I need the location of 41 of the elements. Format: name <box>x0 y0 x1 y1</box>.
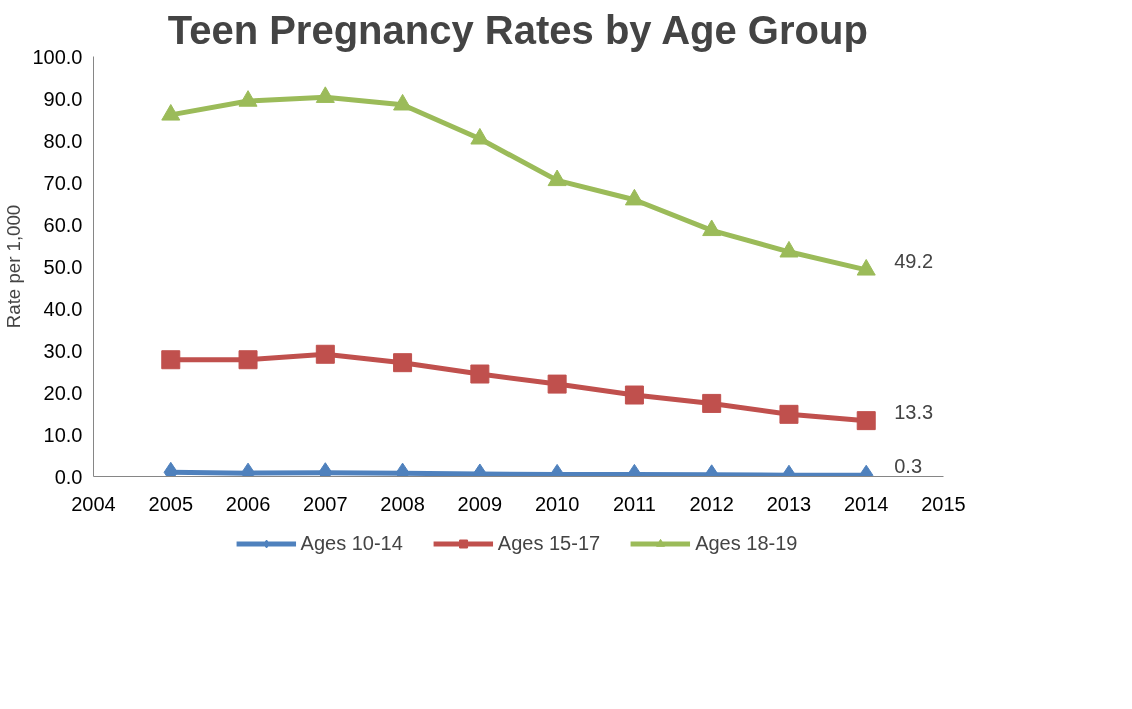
legend-label: Ages 10-14 <box>300 531 403 555</box>
x-tick-label: 2012 <box>689 492 734 515</box>
chart-title: Teen Pregnancy Rates by Age Group <box>167 7 868 52</box>
y-tick-label: 50.0 <box>43 255 83 278</box>
data-label: 49.2 <box>894 249 934 272</box>
x-tick-label: 2007 <box>303 492 348 515</box>
x-tick-label: 2010 <box>534 492 580 515</box>
y-tick-label: 90.0 <box>43 87 83 110</box>
legend-label: Ages 15-17 <box>497 531 601 555</box>
data-label: 13.3 <box>894 400 934 423</box>
x-tick-label: 2013 <box>766 492 812 515</box>
y-tick-label: 70.0 <box>43 171 83 194</box>
point <box>393 93 413 111</box>
x-tick-label: 2014 <box>843 492 889 515</box>
point <box>470 127 490 145</box>
legend-label: Ages 18-19 <box>695 531 798 555</box>
point <box>856 258 876 276</box>
x-tick-label: 2008 <box>380 492 425 515</box>
point <box>238 90 258 107</box>
point <box>547 169 567 187</box>
x-tick-label: 2009 <box>457 492 503 515</box>
x-tick-label: 2004 <box>71 492 116 515</box>
y-tick-label: 40.0 <box>43 297 83 320</box>
point <box>624 188 644 206</box>
point <box>779 240 799 258</box>
y-tick-label: 20.0 <box>43 381 83 404</box>
x-tick-label: 2011 <box>612 492 656 515</box>
x-tick-label: 2006 <box>225 492 271 515</box>
y-tick-label: 80.0 <box>43 129 83 152</box>
y-tick-label: 30.0 <box>43 339 83 362</box>
x-tick-label: 2015 <box>921 492 966 515</box>
y-tick-label: 60.0 <box>43 213 83 236</box>
point <box>702 219 722 237</box>
point <box>161 103 181 121</box>
y-axis-title: Rate per 1,000 <box>3 204 25 329</box>
point <box>315 86 335 103</box>
x-tick-label: 2005 <box>148 492 194 515</box>
y-tick-label: 0.0 <box>54 465 83 488</box>
y-tick-label: 100.0 <box>32 45 83 68</box>
y-tick-label: 10.0 <box>43 423 83 446</box>
data-label: 0.3 <box>894 455 923 478</box>
